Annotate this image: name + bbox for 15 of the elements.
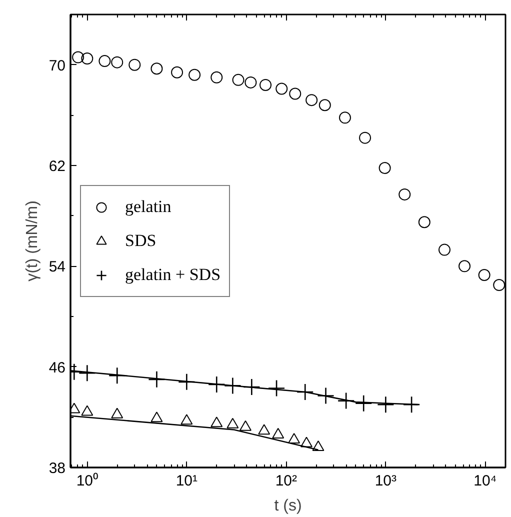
y-tick-label: 70 [48, 57, 66, 74]
legend-label: SDS [125, 230, 156, 250]
x-tick-label: 10⁴ [474, 472, 497, 490]
y-tick-label: 62 [48, 158, 66, 175]
x-axis-title: t (s) [274, 498, 302, 514]
y-tick-label: 46 [48, 359, 66, 376]
y-axis-title: γ(t) (mN/m) [24, 200, 41, 282]
x-tick-label: 10¹ [176, 472, 198, 490]
x-tick-label: 10⁰ [76, 472, 98, 490]
x-tick-label: 10² [275, 472, 298, 490]
legend-label: gelatin [125, 196, 172, 216]
y-tick-label: 38 [48, 460, 66, 477]
x-tick-label: 10³ [374, 472, 397, 490]
y-tick-label: 54 [48, 258, 66, 276]
legend-label: gelatin + SDS [125, 264, 221, 284]
